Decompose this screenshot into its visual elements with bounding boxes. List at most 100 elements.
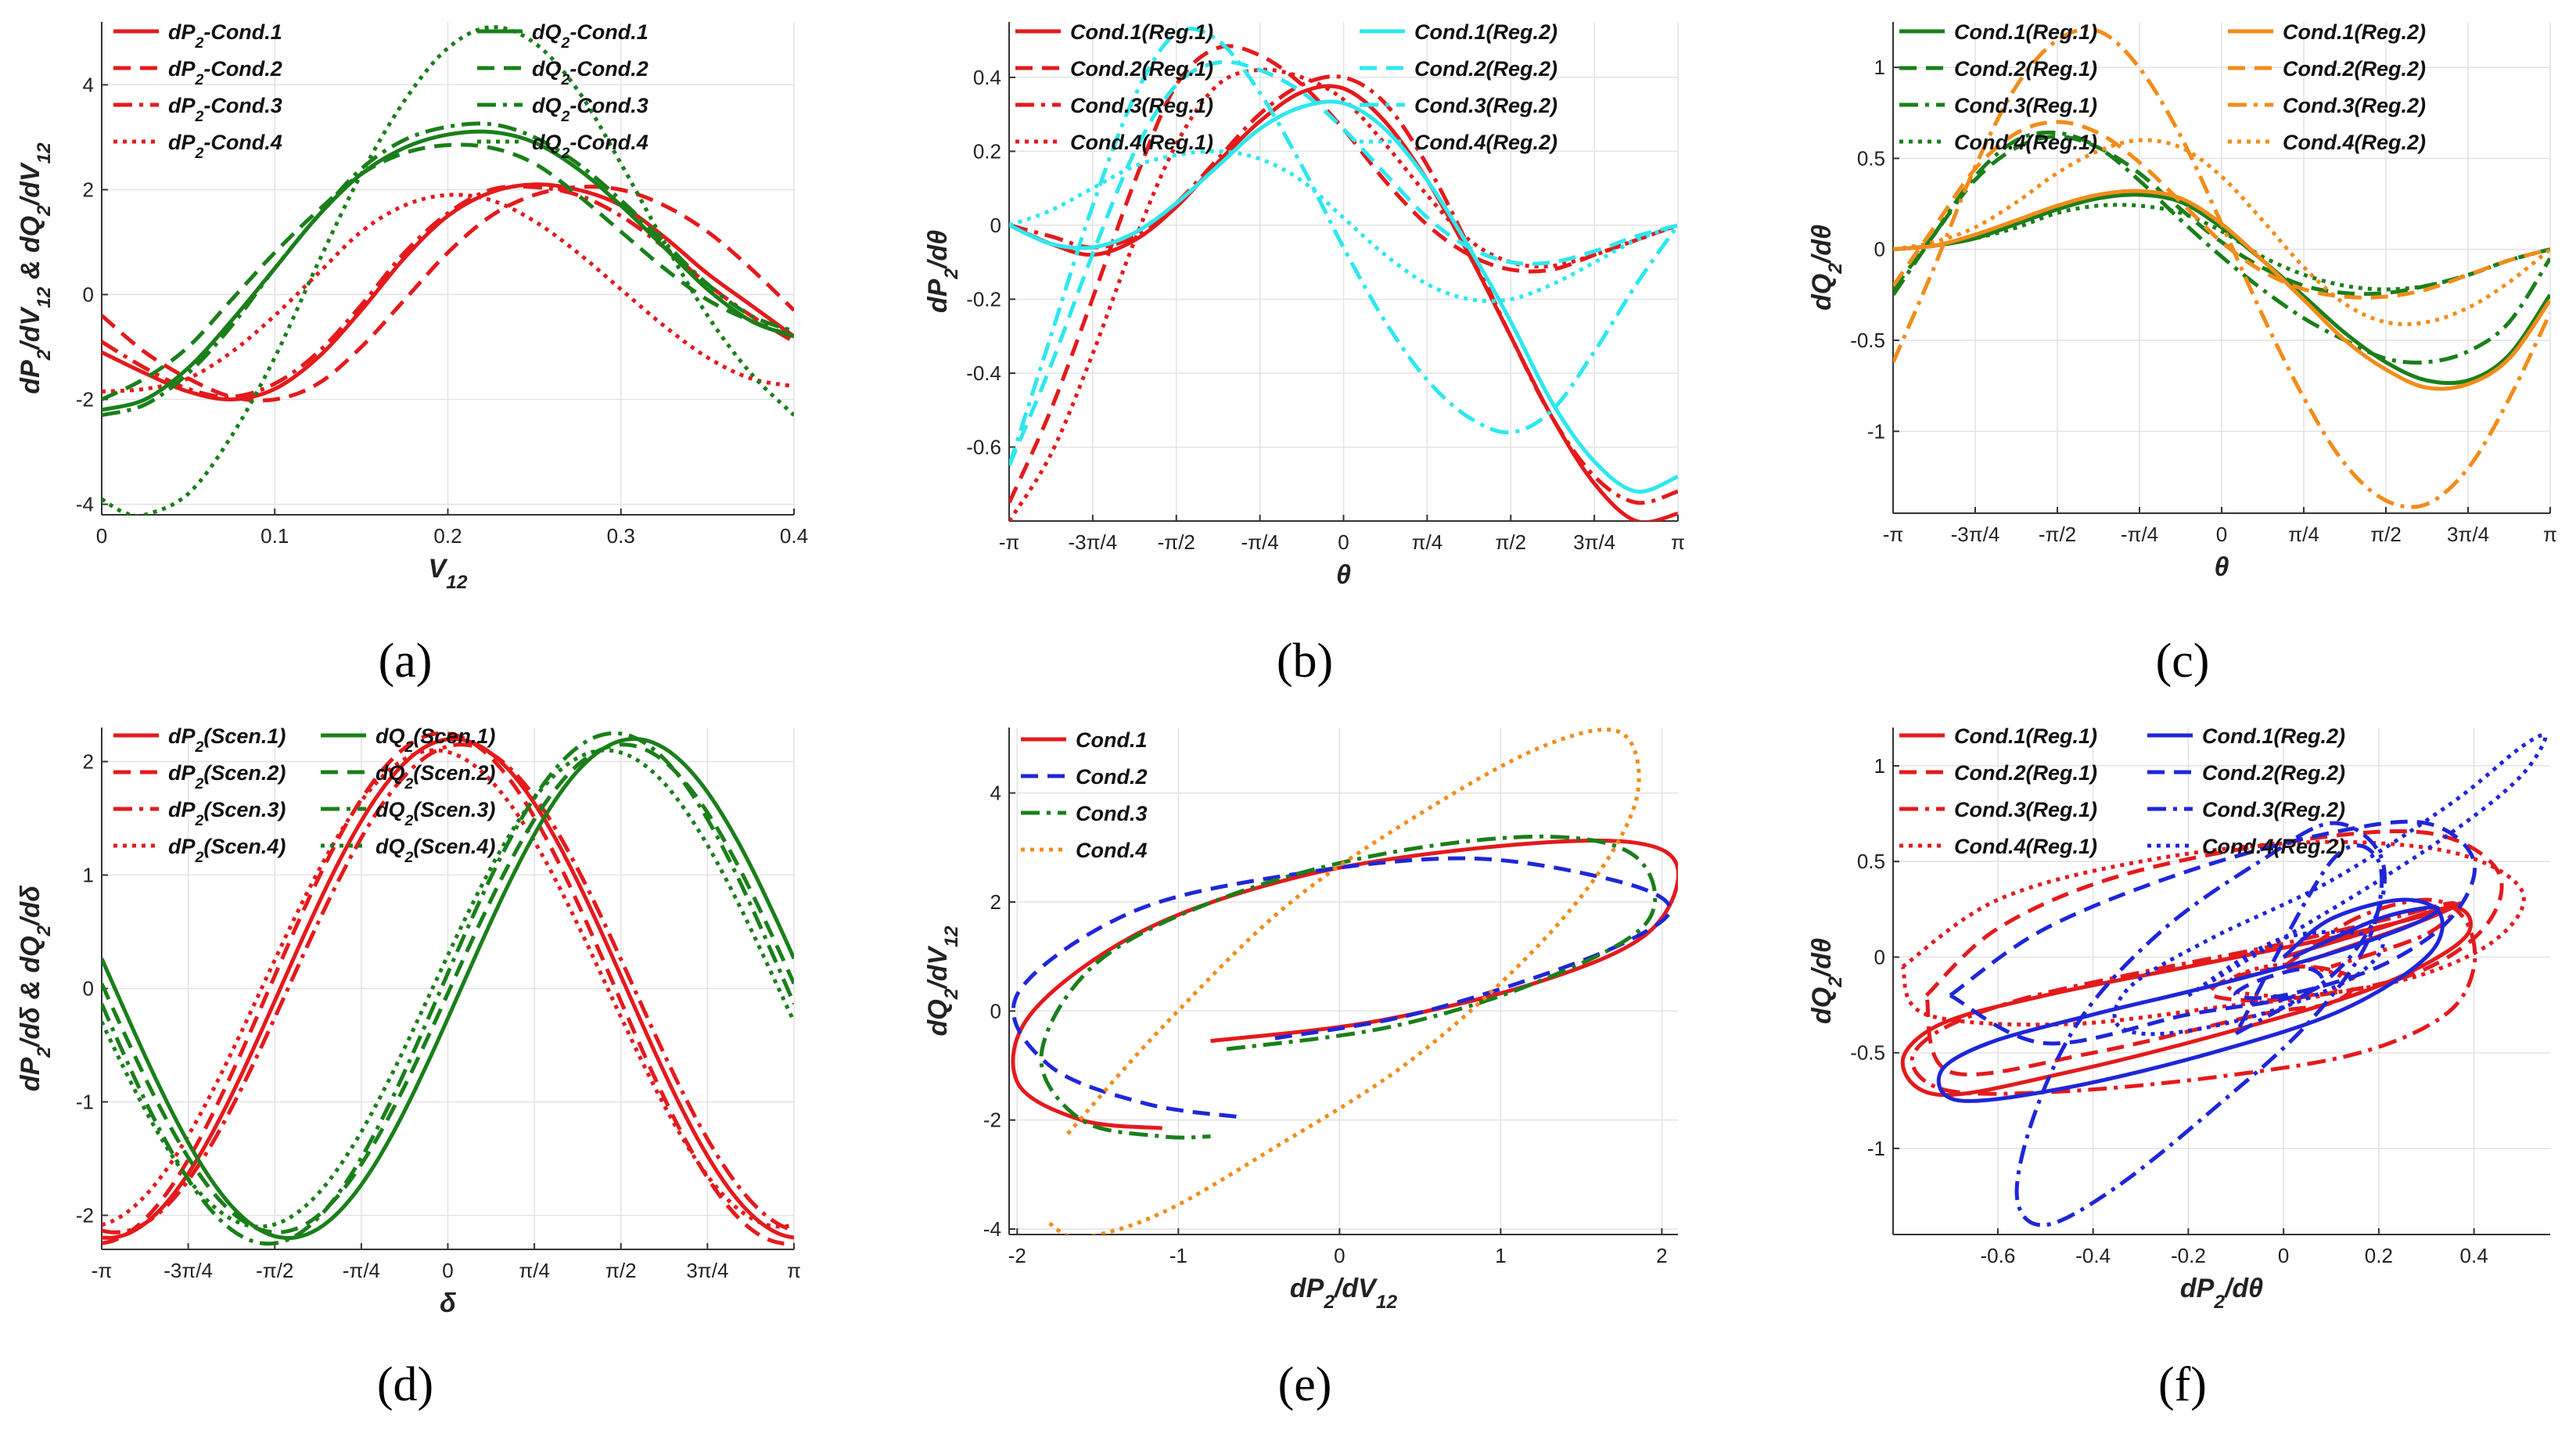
series-line-3	[1009, 74, 1678, 505]
right-legend-label: dQ2(Scen.3)	[375, 798, 495, 829]
x-tick-label: -π/4	[2121, 523, 2158, 546]
right-legend-label: Cond.4(Reg.2)	[2283, 131, 2426, 154]
series-line-5	[102, 736, 794, 1241]
right-legend-label: Cond.2(Reg.2)	[2202, 761, 2345, 785]
x-tick-label: 0	[1338, 530, 1349, 554]
y-tick-label: 2	[990, 890, 1001, 914]
left-legend-label: Cond.4	[1076, 839, 1148, 862]
right-legend-label: dQ2-Cond.4	[532, 131, 648, 162]
y-tick-label: 0	[83, 977, 94, 1001]
y-tick-label: 0	[990, 214, 1001, 237]
series-line-3	[1910, 897, 2477, 1096]
x-tick-label: 0	[96, 524, 107, 548]
left-legend-label: Cond.3(Reg.1)	[1070, 94, 1213, 117]
y-tick-label: 0.5	[1857, 850, 1885, 873]
right-legend-label: Cond.4(Reg.2)	[1414, 131, 1557, 154]
y-tick-label: 0.4	[973, 66, 1001, 89]
series-line-7	[102, 731, 794, 1246]
x-tick-label: π/2	[605, 1259, 637, 1282]
left-legend-label: dP2-Cond.4	[168, 131, 282, 162]
y-tick-label: -4	[76, 493, 94, 516]
x-tick-label: -0.4	[2075, 1244, 2111, 1267]
subplot-label: (c)	[2156, 634, 2210, 688]
series-group	[102, 731, 794, 1246]
right-legend-label: Cond.4(Reg.2)	[2202, 835, 2345, 858]
left-legend-label: Cond.1(Reg.1)	[1070, 20, 1213, 44]
x-axis-label: dP2/dV12	[1290, 1274, 1398, 1313]
y-tick-label: 0.2	[973, 139, 1001, 163]
y-axis-label: dP2/dθ	[923, 230, 962, 313]
y-tick-label: 1	[83, 864, 94, 887]
x-tick-label: π/2	[1495, 530, 1526, 554]
y-tick-label: 1	[1874, 56, 1885, 79]
left-legend-label: Cond.4(Reg.1)	[1954, 131, 2097, 154]
panel-a: 0 0.1 0.2 0.3 0.4 -4 -2 0 2 4 V12 dP2/dV12 & dQ2/dV…	[16, 20, 808, 688]
y-axis-label: dP2/dV12 & dQ2/dV12	[16, 142, 55, 394]
left-legend-label: Cond.2	[1076, 765, 1148, 789]
series-line-4	[1893, 203, 2550, 292]
panel-d: -π -3π/4 -π/2 -π/4 0 π/4 π/2 3π/4 π -2 -1 0 1 2 δ dP2/d…	[16, 724, 801, 1411]
series-line-2	[102, 731, 794, 1246]
x-tick-label: π/4	[1412, 530, 1443, 554]
series-group	[1011, 728, 1678, 1235]
y-tick-label: 0	[1874, 945, 1885, 969]
series-line-5	[1936, 897, 2445, 1103]
x-tick-label: π	[2543, 523, 2557, 546]
series-line-4	[1048, 728, 1641, 1235]
y-tick-label: -0.5	[1850, 1041, 1885, 1065]
right-legend-label: Cond.1(Reg.2)	[2283, 20, 2426, 44]
left-legend-label: Cond.2(Reg.1)	[1070, 57, 1213, 81]
right-legend-label: Cond.1(Reg.2)	[2202, 724, 2345, 748]
subplot-label: (e)	[1278, 1358, 1332, 1411]
x-tick-label: -π/2	[2039, 523, 2076, 546]
series-line-5	[1893, 189, 2550, 391]
y-tick-label: 4	[990, 782, 1001, 805]
series-line-2	[102, 185, 794, 403]
x-tick-label: -0.6	[1981, 1244, 2016, 1267]
y-tick-label: -0.4	[966, 361, 1001, 385]
y-axis-label: dQ2/dV12	[923, 925, 962, 1036]
series-line-4	[102, 748, 794, 1229]
y-tick-label: -1	[1867, 1137, 1885, 1160]
right-legend-label: Cond.2(Reg.2)	[1414, 57, 1557, 81]
series-line-1	[102, 737, 794, 1240]
series-line-6	[1893, 120, 2550, 300]
left-legend-label: dP2(Scen.2)	[168, 761, 286, 792]
y-tick-label: 0.5	[1857, 146, 1885, 170]
y-tick-label: -0.5	[1850, 329, 1885, 352]
x-tick-label: 0.1	[260, 524, 289, 548]
x-tick-label: 2	[1656, 1244, 1667, 1267]
y-tick-label: -2	[983, 1109, 1001, 1132]
y-axis-label: dQ2/dθ	[1807, 938, 1846, 1024]
left-legend-label: Cond.3(Reg.1)	[1954, 94, 2097, 117]
y-tick-label: 0	[1874, 238, 1885, 261]
x-tick-label: 0.2	[2365, 1244, 2393, 1267]
panel-b: -π -3π/4 -π/2 -π/4 0 π/4 π/2 3π/4 π -0.6 -0.4 -0.2 0…	[923, 20, 1685, 688]
right-legend-label: Cond.3(Reg.2)	[2283, 94, 2426, 117]
x-tick-label: 3π/4	[686, 1259, 728, 1282]
x-tick-label: -π/2	[256, 1259, 293, 1282]
right-legend-label: dQ2(Scen.2)	[375, 761, 495, 792]
series-line-1	[102, 182, 794, 402]
left-legend-label: Cond.3(Reg.1)	[1954, 798, 2097, 821]
y-tick-label: -0.6	[966, 435, 1001, 458]
x-tick-label: 1	[1495, 1244, 1506, 1267]
y-tick-label: -1	[76, 1091, 94, 1114]
x-tick-label: -π	[999, 530, 1020, 554]
x-tick-label: π/4	[519, 1259, 550, 1282]
x-tick-label: 0.4	[780, 524, 808, 548]
y-axis-label: dP2/dδ & dQ2/dδ	[16, 886, 55, 1092]
left-legend-label: dP2(Scen.3)	[168, 798, 286, 829]
series-line-6	[102, 142, 794, 401]
series-line-3	[1039, 834, 1658, 1140]
right-legend-label: dQ2(Scen.1)	[375, 724, 495, 756]
x-tick-label: 0.2	[433, 524, 462, 548]
x-axis-label: θ	[1336, 560, 1351, 590]
y-tick-label: -4	[983, 1217, 1001, 1241]
x-tick-label: -π/4	[1241, 530, 1278, 554]
y-tick-label: 2	[83, 178, 94, 201]
x-tick-label: π	[1671, 530, 1685, 554]
left-legend-label: Cond.4(Reg.1)	[1954, 835, 2097, 858]
left-legend-label: Cond.1	[1076, 728, 1148, 752]
